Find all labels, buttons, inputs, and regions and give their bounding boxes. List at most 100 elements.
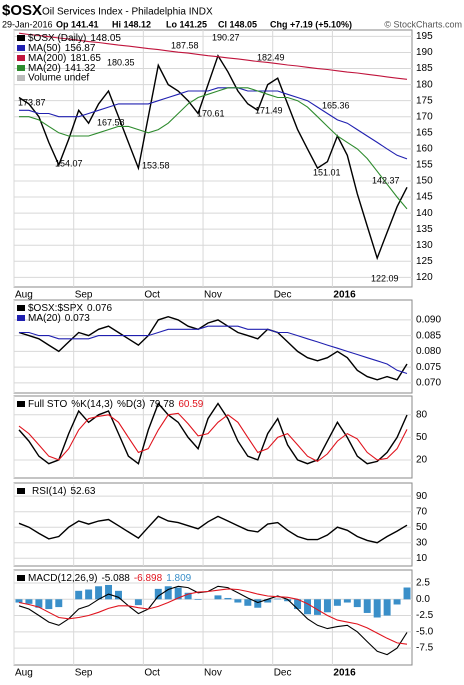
y-tick-label: -2.5 <box>416 610 434 621</box>
histogram-bar <box>393 599 401 605</box>
histogram-bar <box>154 588 162 600</box>
histogram-bar <box>294 599 302 610</box>
y-tick-label: 190 <box>416 47 433 58</box>
x-tick-label: Nov <box>204 668 222 679</box>
y-tick-label: 135 <box>416 224 433 235</box>
legend-swatch <box>17 75 25 81</box>
legend-value: 52.63 <box>70 486 95 497</box>
y-tick-label: 160 <box>416 144 433 155</box>
y-tick-label: 30 <box>416 537 428 548</box>
y-tick-label: 150 <box>416 176 433 187</box>
series-line <box>18 54 408 261</box>
histogram-bar <box>174 587 182 600</box>
quote-item: Cl 148.05 <box>218 19 257 29</box>
x-tick-label: Aug <box>15 668 33 679</box>
y-tick-label: 0.085 <box>416 330 441 341</box>
y-tick-label: 170 <box>416 111 433 122</box>
legend-entry: MACD(12,26,9) -5.088 -6.898 1.809 <box>28 573 192 584</box>
price-annotation: 167.58 <box>97 117 125 127</box>
y-tick-label: 185 <box>416 63 433 74</box>
quote-item: Hi 148.12 <box>112 19 151 29</box>
x-tick-label: 2016 <box>333 668 356 679</box>
series-line <box>19 87 408 210</box>
y-tick-label: 0.070 <box>416 378 441 389</box>
legend-value: 0.073 <box>65 313 90 324</box>
legend-name: %D(3) <box>117 399 145 410</box>
series-line <box>18 515 408 544</box>
y-tick-label: 0.075 <box>416 362 441 373</box>
legend-value: 141.32 <box>65 63 96 74</box>
histogram-bar <box>284 599 292 602</box>
legend-entry: $OSX (Daily) 148.05 <box>28 33 121 44</box>
y-tick-label: 125 <box>416 256 433 267</box>
y-tick-label: 175 <box>416 95 433 106</box>
legend-title: MACD(12,26,9) <box>28 573 97 584</box>
legend-name: %K(14,3) <box>71 399 113 410</box>
x-tick-label: Oct <box>144 290 160 301</box>
histogram-bar <box>35 599 43 608</box>
symbol: $OSX <box>2 2 42 19</box>
x-tick-label: Nov <box>204 290 222 301</box>
histogram-bar <box>343 599 351 603</box>
price-annotation: 180.35 <box>107 57 135 67</box>
histogram-bar <box>373 599 381 618</box>
series-line <box>18 412 408 463</box>
histogram-bar <box>304 599 312 615</box>
quote-item: Lo 141.25 <box>166 19 207 29</box>
y-tick-label: 0.080 <box>416 346 441 357</box>
legend-value: 181.65 <box>70 53 101 64</box>
legend-swatch <box>17 45 25 51</box>
histogram-bar <box>363 599 371 613</box>
histogram-bar <box>95 586 103 600</box>
series-line <box>19 325 408 375</box>
histogram-bar <box>114 590 122 600</box>
histogram-bar <box>134 599 142 606</box>
volume-note: Volume undef <box>28 73 89 84</box>
legend-swatch <box>17 401 25 407</box>
price-annotation: 170.61 <box>197 108 225 118</box>
legend-name: MA(50) <box>28 43 61 54</box>
y-tick-label: 80 <box>416 409 428 420</box>
histogram-bar <box>254 599 262 608</box>
histogram-bar <box>25 599 33 604</box>
legend-swatch <box>17 575 25 581</box>
histogram-bar <box>75 590 83 600</box>
x-tick-label: Dec <box>274 290 292 301</box>
legend-value: 1.809 <box>166 573 191 584</box>
histogram-bar <box>184 592 192 600</box>
legend-entry: Full STO %K(14,3) %D(3) 79.78 60.59 <box>28 399 204 410</box>
histogram-bar <box>274 598 282 600</box>
y-tick-label: 145 <box>416 192 433 203</box>
y-tick-label: 0.090 <box>416 315 441 326</box>
y-tick-label: 70 <box>416 506 428 517</box>
date: 29-Jan-2016 <box>2 19 53 29</box>
legend-name: $OSX (Daily) <box>28 33 86 44</box>
x-tick-label: 2016 <box>333 290 356 301</box>
y-tick-label: 195 <box>416 31 433 42</box>
legend-swatch <box>17 315 25 321</box>
legend-entry: $OSX:$SPX 0.076 <box>28 303 112 314</box>
quote-item: Op 141.41 <box>56 19 99 29</box>
histogram-bar <box>55 599 63 608</box>
price-annotation: 187.58 <box>171 40 199 50</box>
y-tick-label: 2.5 <box>416 578 430 589</box>
legend-entry: MA(20) 141.32 <box>28 63 96 74</box>
histogram-bar <box>244 599 252 606</box>
legend-swatch <box>17 55 25 61</box>
price-annotation: 154.07 <box>55 158 83 168</box>
x-tick-label: Dec <box>274 668 292 679</box>
legend-title: Full STO <box>28 399 67 410</box>
legend-entry: RSI(14) 52.63 <box>32 486 96 497</box>
x-tick-label: Oct <box>144 668 160 679</box>
y-tick-label: 180 <box>416 79 433 90</box>
y-tick-label: 140 <box>416 208 433 219</box>
y-tick-label: 130 <box>416 240 433 251</box>
legend-swatch <box>17 65 25 71</box>
histogram-bar <box>15 599 23 603</box>
y-tick-label: 20 <box>416 455 428 466</box>
price-annotation: 171.49 <box>255 105 283 115</box>
legend-value: -5.088 <box>101 573 130 584</box>
series-line <box>19 87 408 160</box>
legend-name: RSI(14) <box>32 486 66 497</box>
